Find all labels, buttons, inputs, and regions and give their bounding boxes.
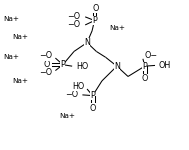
Text: O: O [44, 60, 50, 69]
Text: N: N [84, 38, 90, 47]
Text: P: P [90, 91, 95, 100]
Text: −O: −O [40, 51, 53, 60]
Text: HO: HO [76, 62, 88, 71]
Text: −O: −O [67, 20, 81, 29]
Text: P: P [92, 16, 97, 25]
Text: O: O [142, 74, 148, 83]
Text: O: O [92, 3, 99, 12]
Text: HO: HO [72, 82, 84, 91]
Text: P: P [142, 62, 147, 71]
Text: Na+: Na+ [3, 16, 19, 22]
Text: OH: OH [159, 61, 171, 70]
Text: O: O [89, 104, 96, 113]
Text: Na+: Na+ [3, 54, 19, 60]
Text: −O: −O [66, 90, 79, 99]
Text: O−: O− [144, 51, 158, 60]
Text: P: P [60, 60, 65, 69]
Text: −O: −O [67, 12, 81, 21]
Text: Na+: Na+ [109, 25, 125, 31]
Text: N: N [114, 62, 120, 71]
Text: Na+: Na+ [12, 34, 29, 40]
Text: Na+: Na+ [59, 113, 75, 119]
Text: −O: −O [40, 68, 53, 77]
Text: Na+: Na+ [12, 78, 29, 84]
